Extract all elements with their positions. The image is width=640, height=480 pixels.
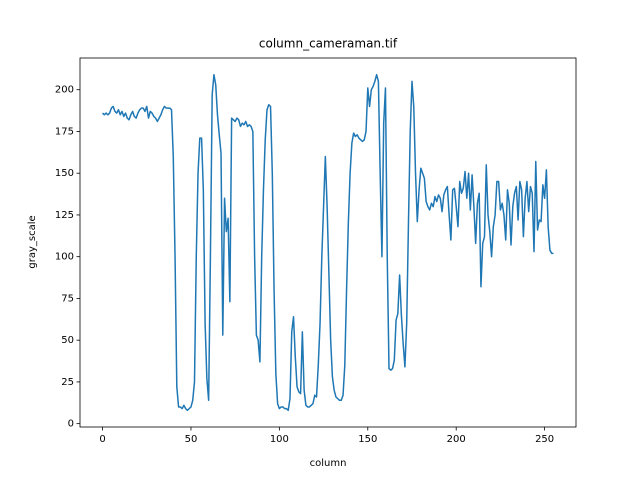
data-line	[102, 73, 554, 412]
y-tick-label: 75	[61, 293, 74, 304]
plot-frame	[79, 57, 577, 428]
x-tick-label: 150	[358, 434, 377, 445]
x-tick-label: 0	[99, 434, 105, 445]
x-tick-label: 200	[447, 434, 466, 445]
y-tick-label: 150	[55, 168, 74, 179]
y-tick-label: 175	[55, 126, 74, 137]
y-tick-label: 200	[55, 85, 74, 96]
x-tick-label: 50	[185, 434, 198, 445]
x-tick-label: 250	[535, 434, 554, 445]
y-tick-label: 125	[55, 210, 74, 221]
y-tick-label: 100	[55, 252, 74, 263]
y-tick-label: 0	[68, 419, 74, 430]
x-tick-label: 100	[270, 434, 289, 445]
chart-title: column_cameraman.tif	[259, 37, 398, 51]
y-axis-label: gray_scale	[27, 215, 38, 268]
y-tick-label: 25	[61, 377, 74, 388]
x-axis-label: column	[310, 458, 347, 469]
y-tick-label: 50	[61, 335, 74, 346]
